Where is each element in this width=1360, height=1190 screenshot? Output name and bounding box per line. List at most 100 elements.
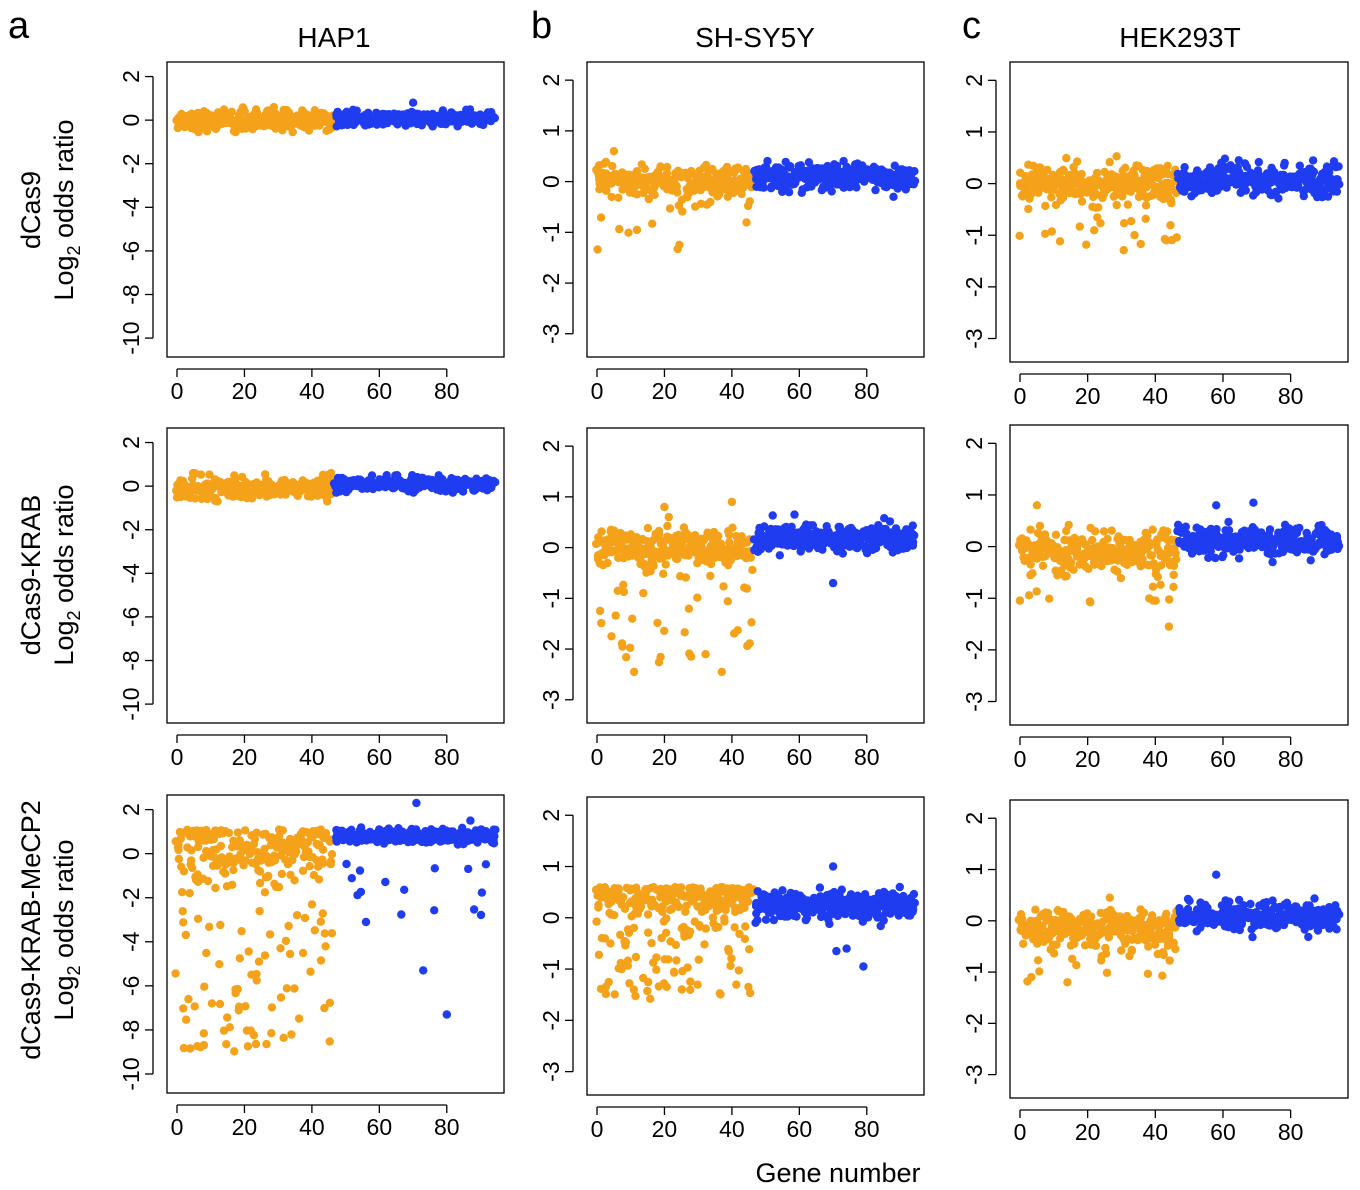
data-point — [1049, 949, 1059, 958]
x-tick-label: 20 — [652, 744, 678, 770]
data-point — [1062, 153, 1071, 163]
data-point — [1166, 221, 1175, 230]
scatter-panel: 20-2-4-6-8-100 20 40 60 80 — [118, 61, 505, 404]
y-tick-label: -1 — [538, 959, 564, 979]
outlier-point — [1032, 501, 1042, 510]
data-point — [202, 127, 212, 136]
data-point — [267, 1003, 277, 1012]
row-label-line2: Log2 odds ratio — [49, 119, 84, 300]
data-point — [1112, 152, 1121, 161]
data-point — [176, 834, 185, 843]
plot-frame — [166, 427, 505, 724]
data-point — [623, 956, 633, 965]
data-point — [184, 994, 193, 1004]
x-tick-label: 0 — [171, 744, 184, 770]
x-tick-label: 40 — [719, 744, 745, 770]
outlier-point — [828, 578, 838, 588]
y-tick-label: 1 — [538, 490, 564, 503]
x-tick-label: 80 — [1278, 746, 1304, 772]
data-point — [241, 856, 250, 865]
data-point — [673, 188, 682, 197]
data-point — [662, 982, 671, 992]
data-point — [700, 940, 709, 949]
data-point — [314, 875, 324, 884]
data-point — [706, 197, 715, 207]
data-point — [654, 530, 664, 539]
data-point — [171, 969, 180, 978]
data-point — [1123, 200, 1133, 209]
data-point — [290, 984, 299, 993]
data-point — [318, 845, 328, 854]
data-point — [1113, 567, 1122, 576]
data-point — [1169, 570, 1178, 580]
data-point — [609, 526, 619, 535]
data-point — [723, 597, 732, 606]
y-tick-label: 1 — [961, 489, 987, 502]
data-point — [1285, 524, 1294, 533]
data-point — [620, 904, 630, 913]
data-point — [1332, 187, 1342, 196]
data-point — [659, 542, 668, 551]
y-tick-label: 0 — [538, 175, 564, 188]
data-point — [284, 921, 293, 931]
y-tick-label: -2 — [961, 277, 987, 297]
data-point — [307, 900, 317, 909]
y-tick-label: 0 — [118, 847, 144, 860]
data-point — [1028, 569, 1037, 578]
data-point — [1268, 557, 1277, 567]
data-point — [763, 156, 772, 166]
y-tick-label: 0 — [961, 540, 987, 553]
x-axis-label: Gene number — [755, 1158, 920, 1188]
data-point — [310, 926, 319, 935]
data-point — [237, 927, 246, 936]
y-tick-label: -10 — [118, 687, 144, 720]
data-point — [265, 930, 275, 939]
data-point — [187, 846, 196, 855]
data-point — [1156, 580, 1165, 589]
data-point — [1171, 549, 1180, 558]
data-point — [603, 558, 612, 568]
row-label-line1: dCas9 — [16, 171, 46, 249]
y-tick-label: 2 — [538, 809, 564, 822]
data-point — [650, 190, 659, 199]
y-tick-label: -1 — [961, 225, 987, 245]
scatter-panel: 210-1-2-30 20 40 60 80 — [538, 61, 925, 404]
data-point — [796, 161, 805, 170]
data-point — [1035, 521, 1045, 531]
data-point — [607, 192, 616, 202]
data-point — [747, 618, 756, 627]
data-point — [1118, 192, 1127, 201]
data-point — [1141, 201, 1151, 210]
data-point — [261, 470, 270, 479]
x-tick-label: 60 — [367, 1114, 393, 1140]
data-point — [1234, 554, 1244, 563]
plot-frame — [586, 427, 925, 724]
column-title-shsy5y: SH-SY5Y — [695, 22, 815, 53]
data-point — [808, 521, 818, 530]
data-point — [661, 928, 671, 937]
data-point — [278, 126, 287, 135]
outlier-point — [842, 944, 851, 953]
data-point — [753, 916, 762, 925]
data-point — [323, 497, 332, 506]
data-point — [1166, 195, 1176, 204]
data-point — [1119, 219, 1129, 228]
data-point — [621, 938, 631, 947]
data-point — [797, 544, 806, 553]
y-tick-label: -1 — [538, 588, 564, 608]
data-point — [278, 826, 287, 835]
data-point — [1254, 157, 1264, 167]
data-point — [726, 961, 735, 970]
data-point — [1045, 594, 1054, 603]
data-point — [250, 834, 260, 844]
y-tick-label: -6 — [118, 241, 144, 261]
data-point — [619, 580, 628, 589]
data-point — [683, 963, 692, 972]
data-point — [1163, 527, 1172, 536]
data-point — [223, 1013, 232, 1022]
data-point — [277, 869, 287, 879]
plot-frame — [586, 796, 925, 1096]
data-point — [252, 828, 261, 837]
outlier-point — [859, 962, 868, 971]
data-point — [1105, 893, 1115, 902]
